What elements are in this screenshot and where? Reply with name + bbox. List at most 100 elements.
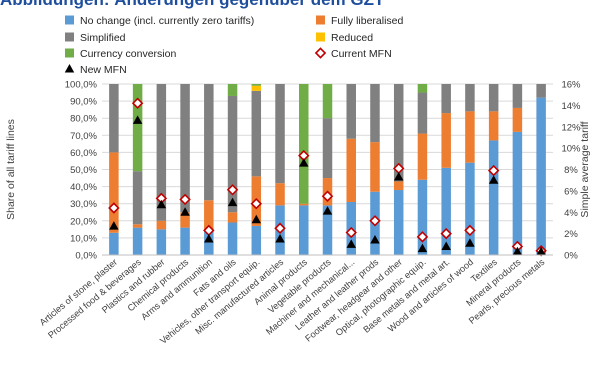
legend-swatch-currency-conversion — [65, 48, 74, 58]
bar-simplified — [109, 84, 119, 153]
bar-simplified — [417, 92, 428, 134]
legend-swatch-current-mfn — [314, 47, 327, 59]
bar-no-change-incl-currently-zero-tariffs — [488, 140, 499, 255]
bar-no-change-incl-currently-zero-tariffs — [156, 229, 167, 255]
new-mfn-marker — [227, 197, 238, 207]
bar-simplified — [536, 84, 546, 98]
new-mfn-marker — [536, 246, 546, 256]
bar-fully-liberalised — [204, 200, 214, 232]
bar-reduced — [251, 85, 262, 91]
bar-simplified — [227, 95, 238, 213]
bar-fully-liberalised — [156, 220, 167, 230]
y2-axis-title: Simple average tariff — [579, 121, 591, 217]
current-mfn-marker — [487, 164, 500, 177]
bar-no-change-incl-currently-zero-tariffs — [465, 162, 475, 255]
current-mfn-marker — [416, 231, 429, 243]
legend-label: Current MFN — [331, 48, 392, 60]
new-mfn-marker — [204, 233, 214, 243]
current-mfn-marker — [226, 184, 239, 196]
legend-swatch-new-mfn — [64, 64, 75, 73]
new-mfn-marker — [251, 214, 262, 224]
bar-no-change-incl-currently-zero-tariffs — [204, 231, 214, 255]
legend-swatch-no-change-incl-currently-zero-tariffs — [65, 15, 74, 25]
y-tick-label: 60,0% — [70, 148, 97, 159]
legend: No change (incl. currently zero tariffs)… — [64, 15, 404, 76]
y2-tick-label: 6% — [564, 186, 578, 197]
bars — [109, 84, 546, 256]
y-tick-label: 70,0% — [70, 131, 97, 142]
bar-simplified — [322, 118, 333, 179]
bar-simplified — [156, 84, 167, 221]
new-mfn-marker — [465, 238, 475, 247]
bar-no-change-incl-currently-zero-tariffs — [109, 232, 119, 255]
bar-simplified — [441, 84, 451, 114]
new-mfn-marker — [512, 246, 523, 256]
y-tick-label: 80,0% — [70, 114, 97, 125]
bar-fully-liberalised — [370, 142, 380, 192]
new-mfn-marker — [370, 235, 380, 244]
y-tick-label: 20,0% — [70, 216, 97, 227]
legend-swatch-simplified — [65, 32, 74, 42]
y-tick-label: 10,0% — [70, 233, 97, 244]
y2-tick-label: 10% — [561, 144, 581, 155]
current-mfn-marker — [440, 227, 452, 240]
axes: 0,0% 10,0% 20,0% 30,0% 40,0% 50,0% 60,0% 70,0% 8… — [5, 80, 591, 346]
new-mfn-marker — [346, 239, 356, 248]
mfn-markers — [108, 97, 547, 257]
new-mfn-marker — [156, 199, 167, 209]
bar-fully-liberalised — [512, 107, 523, 132]
bar-fully-liberalised — [275, 183, 285, 206]
bar-currency-conversion — [417, 84, 428, 93]
y2-tick-label: 14% — [561, 101, 581, 112]
bar-currency-conversion — [322, 84, 333, 119]
current-mfn-marker — [108, 202, 120, 214]
category-label: Processed food & beverages — [46, 257, 143, 341]
bar-simplified — [370, 84, 380, 143]
bar-simplified — [488, 84, 499, 112]
y2-tick-label: 8% — [564, 165, 578, 176]
bar-fully-liberalised — [393, 181, 404, 191]
bar-simplified — [465, 84, 475, 112]
y-tick-label: 40,0% — [70, 182, 97, 193]
bar-simplified — [204, 84, 214, 201]
current-mfn-marker — [464, 224, 476, 237]
bar-fully-liberalised — [346, 138, 356, 202]
bar-fully-liberalised — [132, 224, 143, 228]
legend-label: Simplified — [80, 32, 126, 44]
y-tick-label: 90,0% — [70, 97, 97, 108]
new-mfn-marker — [132, 115, 143, 124]
y-tick-label: 100,0% — [65, 80, 98, 91]
new-mfn-marker — [322, 206, 333, 215]
y2-tick-label: 2% — [564, 229, 578, 240]
legend-label: Fully liberalised — [331, 15, 404, 27]
bar-fully-liberalised — [488, 111, 499, 141]
bar-no-change-incl-currently-zero-tariffs — [536, 97, 546, 256]
bar-fully-liberalised — [441, 113, 451, 168]
bar-fully-liberalised — [299, 203, 309, 206]
new-mfn-marker — [109, 221, 119, 230]
y2-tick-label: 0% — [564, 251, 578, 262]
y-tick-label: 50,0% — [70, 165, 97, 176]
new-mfn-marker — [275, 233, 285, 243]
bar-fully-liberalised — [180, 212, 190, 228]
bar-currency-conversion — [227, 84, 238, 96]
legend-swatch-fully-liberalised — [316, 15, 325, 25]
bar-simplified — [180, 84, 190, 213]
bar-no-change-incl-currently-zero-tariffs — [417, 179, 428, 255]
legend-label: No change (incl. currently zero tariffs) — [80, 15, 254, 27]
bar-simplified — [512, 84, 523, 108]
current-mfn-marker — [274, 222, 286, 235]
bar-no-change-incl-currently-zero-tariffs — [299, 205, 309, 255]
bar-no-change-incl-currently-zero-tariffs — [441, 167, 451, 255]
bar-no-change-incl-currently-zero-tariffs — [132, 227, 143, 255]
new-mfn-marker — [441, 241, 451, 250]
bar-simplified — [275, 84, 285, 184]
bar-currency-conversion — [299, 84, 309, 204]
new-mfn-marker — [180, 207, 190, 216]
y2-tick-label: 16% — [561, 80, 581, 91]
bar-simplified — [132, 171, 143, 225]
bar-simplified — [251, 90, 262, 177]
y-tick-label: 0,0% — [75, 251, 97, 262]
bar-fully-liberalised — [465, 111, 475, 163]
